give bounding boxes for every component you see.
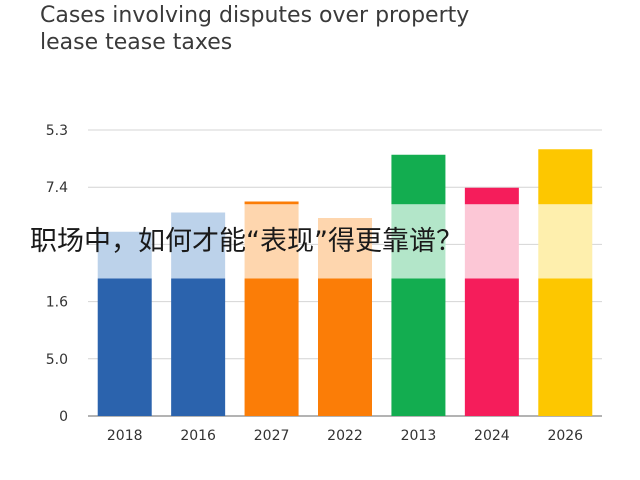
bar-segment-2016-1 xyxy=(171,278,226,416)
bar-segment-2022-1 xyxy=(318,278,372,416)
bar-segment-2024-2 xyxy=(464,204,519,279)
overlay-caption: 职场中，如何才能“表现”得更靠谱？ xyxy=(30,226,463,257)
bar-segment-2026-2 xyxy=(538,204,593,279)
y-tick-label: 7.4 xyxy=(46,180,68,196)
y-tick-label: 5.0 xyxy=(46,352,68,368)
bar-segment-2018-2 xyxy=(97,231,152,279)
bar-segment-2018-1 xyxy=(97,278,152,416)
tick-labels: 0 5.0 1.6 7.4 5.3 2018 2016 2027 2022 2013 2024 202… xyxy=(46,123,583,444)
chart-title-line-1: Cases involving disputes over property xyxy=(40,3,470,28)
x-tick-label: 2027 xyxy=(254,428,290,444)
bars xyxy=(97,149,593,416)
bar-segment-2026-1 xyxy=(538,278,593,416)
bar-segment-2024-3 xyxy=(464,187,519,205)
chart-title-line-2: lease tease taxes xyxy=(40,30,233,55)
bar-segment-2022-2 xyxy=(318,218,372,279)
bar-segment-2013-1 xyxy=(391,278,446,416)
y-tick-label: 5.3 xyxy=(46,123,68,139)
bar-segment-2027-3 xyxy=(244,201,299,205)
x-tick-label: 2013 xyxy=(401,428,437,444)
bar-segment-2027-1 xyxy=(244,278,299,416)
x-tick-label: 2018 xyxy=(107,428,143,444)
bar-segment-2027-2 xyxy=(244,204,299,279)
x-tick-label: 2022 xyxy=(327,428,363,444)
x-tick-label: 2026 xyxy=(547,428,583,444)
bar-segment-2013-2 xyxy=(391,204,446,279)
y-tick-label: 1.6 xyxy=(46,295,68,311)
x-tick-label: 2024 xyxy=(474,428,510,444)
bar-segment-2024-1 xyxy=(464,278,519,416)
x-tick-label: 2016 xyxy=(180,428,216,444)
bar-segment-2026-3 xyxy=(538,149,593,205)
bar-segment-2013-3 xyxy=(391,154,446,205)
bar-segment-2016-2 xyxy=(171,212,226,279)
y-tick-label: 0 xyxy=(59,409,68,425)
chart-title: Cases involving disputes over property l… xyxy=(40,2,620,56)
